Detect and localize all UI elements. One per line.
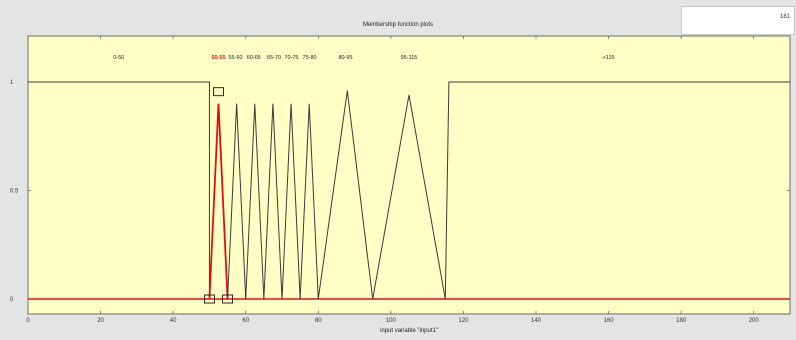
mf-label[interactable]: >115: [603, 55, 615, 61]
mf-label[interactable]: 80-95: [338, 55, 352, 61]
x-axis-title: input variable "input1": [380, 328, 438, 334]
mf-curve-80-95[interactable]: [317, 90, 374, 300]
mf-curve-70-75[interactable]: [281, 103, 301, 300]
mf-curve-75-80[interactable]: [299, 103, 319, 300]
x-tick-label: 140: [531, 318, 542, 324]
plot-area: [27, 35, 791, 315]
mf-vertex-handle[interactable]: [213, 87, 224, 97]
mf-curve-55-60[interactable]: [227, 103, 247, 300]
x-tick-label: 100: [386, 318, 397, 324]
plot-points-value: 181: [779, 14, 790, 20]
mf-label[interactable]: 50-55: [211, 55, 225, 61]
x-tick-label: 180: [676, 318, 687, 324]
mf-curve-95-115[interactable]: [372, 94, 446, 300]
mf-curve-0-50[interactable]: [28, 81, 210, 299]
x-tick-label: 120: [458, 318, 469, 324]
mf-curve-65-70[interactable]: [263, 103, 283, 300]
mf-label[interactable]: 60-65: [247, 55, 261, 61]
x-tick-label: 60: [242, 318, 249, 324]
panel-title: Membership function plots: [362, 22, 434, 28]
x-tick-label: 200: [749, 318, 760, 324]
mf-label[interactable]: 55-60: [229, 55, 243, 61]
mf-curve--115[interactable]: [444, 81, 790, 300]
mf-label[interactable]: 75-80: [303, 55, 317, 61]
mf-vertex-handle[interactable]: [222, 294, 234, 304]
mf-label[interactable]: 0-50: [113, 55, 124, 61]
mf-label[interactable]: 95-115: [401, 55, 418, 61]
x-tick-label: 0: [26, 318, 30, 324]
x-tick-label: 20: [97, 318, 104, 324]
mf-label[interactable]: 65-70: [267, 55, 281, 61]
x-tick-label: 40: [170, 318, 177, 324]
y-tick-label: 0.5: [10, 189, 19, 195]
plot-points-field[interactable]: 181: [681, 6, 795, 35]
y-tick-label: 0: [10, 297, 14, 303]
mf-vertex-handle[interactable]: [203, 294, 215, 304]
x-tick-label: 160: [604, 318, 615, 324]
y-tick-label: 1: [10, 80, 14, 86]
x-tick-label: 80: [315, 318, 322, 324]
mf-label[interactable]: 70-75: [284, 55, 298, 61]
mf-curve-60-65[interactable]: [245, 103, 265, 300]
mf-curve-50-55[interactable]: [208, 103, 229, 300]
